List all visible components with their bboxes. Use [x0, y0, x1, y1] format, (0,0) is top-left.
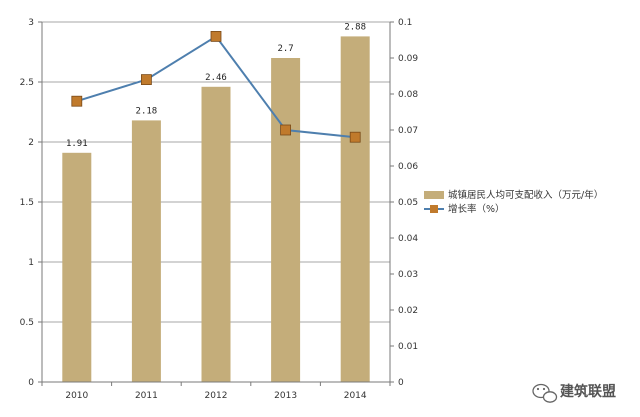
income-bar-2010: [62, 152, 92, 382]
income-data-label: 2.18: [136, 106, 158, 116]
x-tick-label: 2011: [135, 391, 158, 401]
income-data-label: 1.91: [66, 139, 88, 149]
legend-swatch-growth-marker: [430, 205, 438, 213]
income-bars: [62, 36, 370, 383]
left-tick-label: 2.5: [20, 78, 34, 88]
wechat-bubble-small: [542, 391, 558, 403]
growth-point-2013: [280, 124, 292, 136]
watermark: 建筑联盟: [532, 383, 616, 403]
right-tick-label: 0.03: [398, 270, 418, 280]
right-tick-label: 0.02: [398, 306, 418, 316]
income-bar-2011: [131, 120, 161, 383]
x-tick-label: 2012: [205, 391, 228, 401]
x-tick-label: 2010: [65, 391, 88, 401]
legend-label-growth: 增长率（%）: [448, 203, 505, 215]
income-bar-2014: [340, 36, 370, 383]
income-data-label: 2.7: [277, 44, 293, 54]
wechat-eye: [542, 387, 546, 391]
right-tick-label: 0.09: [398, 54, 418, 64]
growth-point-2011: [140, 74, 152, 85]
data-labels: 1.91 2.18 2.46 2.7 2.88: [66, 22, 366, 148]
left-tick-label: 2: [28, 138, 34, 148]
growth-point-2012: [210, 30, 222, 42]
legend-swatch-income: [424, 191, 444, 199]
left-tick-label: 1: [28, 258, 34, 268]
left-tick-label: 0: [28, 378, 34, 388]
wechat-eye: [536, 387, 540, 391]
right-tick-label: 0: [398, 378, 404, 388]
right-tick-label: 0.1: [398, 18, 412, 28]
left-tick-label: 1.5: [20, 198, 34, 208]
income-bar-2012: [201, 86, 231, 383]
right-tick-label: 0.01: [398, 342, 418, 352]
right-tick-label: 0.05: [398, 198, 418, 208]
watermark-text: 建筑联盟: [560, 383, 616, 400]
right-tick-label: 0.04: [398, 234, 418, 244]
left-tick-label: 0.5: [20, 318, 34, 328]
wechat-bubble-large: [532, 383, 550, 399]
legend-label-income: 城镇居民人均可支配收入（万元/年）: [448, 189, 603, 201]
wechat-icon: [532, 383, 558, 403]
growth-point-2010: [71, 95, 83, 107]
left-tick-label: 3: [28, 18, 34, 28]
income-data-label: 2.46: [205, 73, 227, 83]
x-tick-label: 2013: [274, 391, 297, 401]
income-bar-2013: [271, 58, 301, 382]
right-tick-label: 0.07: [398, 126, 418, 136]
legend: 城镇居民人均可支配收入（万元/年） 增长率（%）: [424, 189, 603, 215]
x-tick-label: 2014: [344, 391, 367, 401]
growth-line: [71, 30, 361, 143]
right-tick-label: 0.08: [398, 90, 418, 100]
axes: 0 0.5 1 1.5 2 2.5 3 0 0.01 0.02 0.03 0.04 0.05 0.06 0.…: [20, 18, 419, 401]
income-data-label: 2.88: [344, 22, 366, 32]
right-tick-label: 0.06: [398, 162, 418, 172]
growth-point-2014: [349, 131, 361, 143]
